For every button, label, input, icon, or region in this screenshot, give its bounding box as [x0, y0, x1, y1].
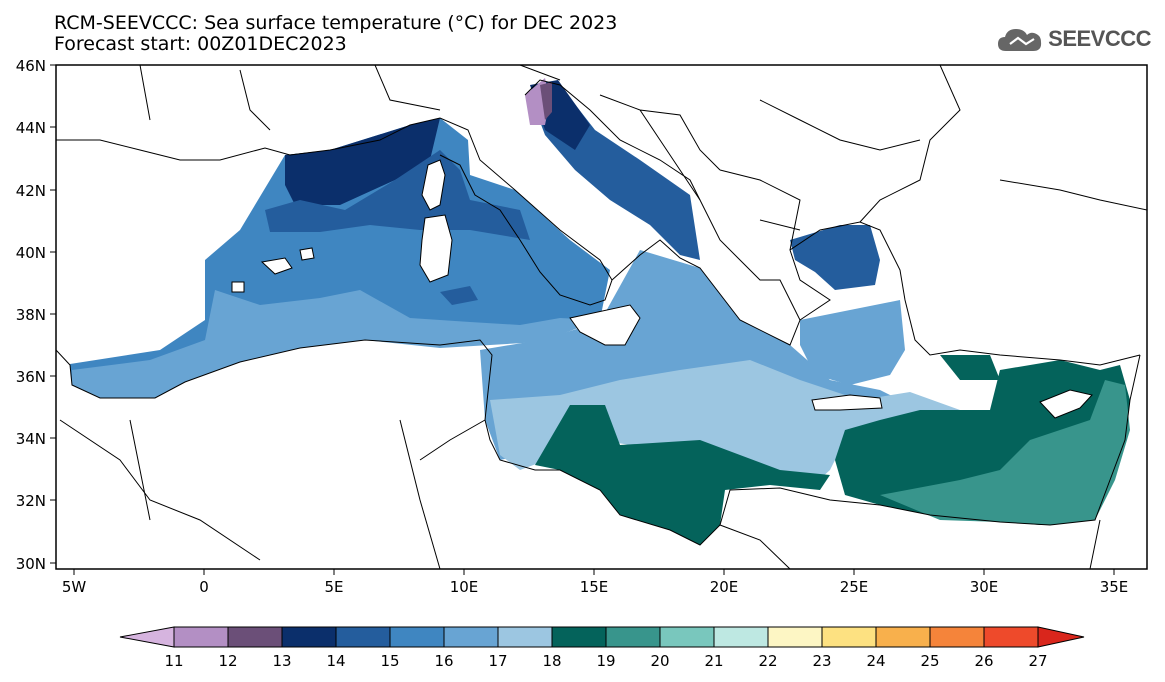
- ligurian-15c: [265, 150, 530, 240]
- seevccc-logo: SEEVCCC: [996, 24, 1151, 54]
- colorbar-label: 27: [1028, 652, 1047, 670]
- crete: [811, 394, 883, 411]
- lat-tick-label: 46N: [16, 57, 46, 75]
- lon-tick-label: 35E: [1100, 578, 1129, 596]
- lat-tick-label: 32N: [16, 492, 46, 510]
- levantine-19c: [880, 380, 1130, 525]
- colorbar-segment: [713, 626, 769, 648]
- colorbar-over-triangle: [1037, 626, 1085, 648]
- colorbar-segment: [983, 626, 1039, 648]
- lat-tick-labels: 46N 44N 42N 40N 38N 36N 34N 32N 30N: [16, 57, 46, 573]
- colorbar-label: 25: [920, 652, 939, 670]
- colorbar-segment: [929, 626, 985, 648]
- lon-axis: [73, 569, 1115, 575]
- sea-temperature-field: [56, 65, 1147, 569]
- gulf-of-lion-14c: [285, 118, 440, 205]
- sardinia-dark-patch: [440, 286, 478, 305]
- lon-tick-label: 20E: [710, 578, 739, 596]
- colorbar-label: 22: [758, 652, 777, 670]
- cyprus: [1039, 389, 1093, 419]
- western-basin-16c: [72, 290, 600, 398]
- colorbar-segment: [821, 626, 877, 648]
- lat-tick-label: 40N: [16, 244, 46, 262]
- colorbar-label: 13: [272, 652, 291, 670]
- colorbar-labels: 11 12 13 14 15 16 17 18 19 20 21 22 23 2…: [164, 652, 1047, 670]
- colorbar-label: 26: [974, 652, 993, 670]
- colorbar-label: 11: [164, 652, 183, 670]
- ionian-17c: [490, 360, 1000, 488]
- sardinia: [419, 214, 453, 283]
- lat-tick-label: 34N: [16, 430, 46, 448]
- colorbar-label: 19: [596, 652, 615, 670]
- rhodes-gyre-18c: [940, 355, 1000, 380]
- lon-tick-label: 5E: [324, 578, 343, 596]
- aegean-16c: [800, 300, 905, 385]
- colorbar: [119, 626, 1085, 648]
- colorbar-segment: [497, 626, 553, 648]
- colorbar-segment: [659, 626, 715, 648]
- colorbar-segment: [173, 626, 229, 648]
- colorbar-segment: [551, 626, 607, 648]
- logo-text: SEEVCCC: [1048, 26, 1151, 51]
- colorbar-segment: [605, 626, 661, 648]
- colorbar-label: 15: [380, 652, 399, 670]
- colorbar-label: 12: [218, 652, 237, 670]
- colorbar-label: 16: [434, 652, 453, 670]
- colorbar-segment: [767, 626, 823, 648]
- lon-tick-label: 10E: [450, 578, 479, 596]
- colorbar-label: 23: [812, 652, 831, 670]
- colorbar-segment: [443, 626, 499, 648]
- colorbar-segment: [389, 626, 445, 648]
- colorbar-segment: [281, 626, 337, 648]
- colorbar-label: 21: [704, 652, 723, 670]
- lon-tick-label: 0: [199, 578, 209, 596]
- lat-tick-label: 30N: [16, 555, 46, 573]
- lon-tick-label: 15E: [580, 578, 609, 596]
- forecast-start-subtitle: Forecast start: 00Z01DEC2023: [54, 33, 347, 55]
- corsica: [421, 159, 446, 211]
- colorbar-label: 24: [866, 652, 885, 670]
- lat-tick-label: 42N: [16, 182, 46, 200]
- colorbar-under-triangle: [119, 626, 175, 648]
- lon-tick-label: 25E: [840, 578, 869, 596]
- map-title: RCM-SEEVCCC: Sea surface temperature (°C…: [54, 12, 618, 34]
- colorbar-label: 18: [542, 652, 561, 670]
- colorbar-segment: [875, 626, 931, 648]
- colorbar-label: 17: [488, 652, 507, 670]
- coastlines-and-borders: [56, 65, 1147, 569]
- colorbar-label: 20: [650, 652, 669, 670]
- lon-tick-label: 30E: [970, 578, 999, 596]
- lat-tick-label: 36N: [16, 368, 46, 386]
- lon-tick-label: 5W: [62, 578, 87, 596]
- libyan-sea-18c: [535, 405, 830, 545]
- colorbar-segment: [227, 626, 283, 648]
- lon-tick-labels: 5W 0 5E 10E 15E 20E 25E 30E 35E: [62, 578, 1128, 596]
- aegean-15c: [790, 225, 880, 290]
- adriatic-13c: [540, 82, 552, 120]
- sicily: [569, 304, 641, 346]
- map-frame: [55, 64, 1148, 570]
- lat-axis: [50, 64, 56, 564]
- balearic-islands: [231, 247, 315, 293]
- colorbar-segment: [335, 626, 391, 648]
- cloud-icon: [998, 29, 1042, 51]
- lat-tick-label: 38N: [16, 306, 46, 324]
- colorbar-label: 14: [326, 652, 345, 670]
- lat-tick-label: 44N: [16, 119, 46, 137]
